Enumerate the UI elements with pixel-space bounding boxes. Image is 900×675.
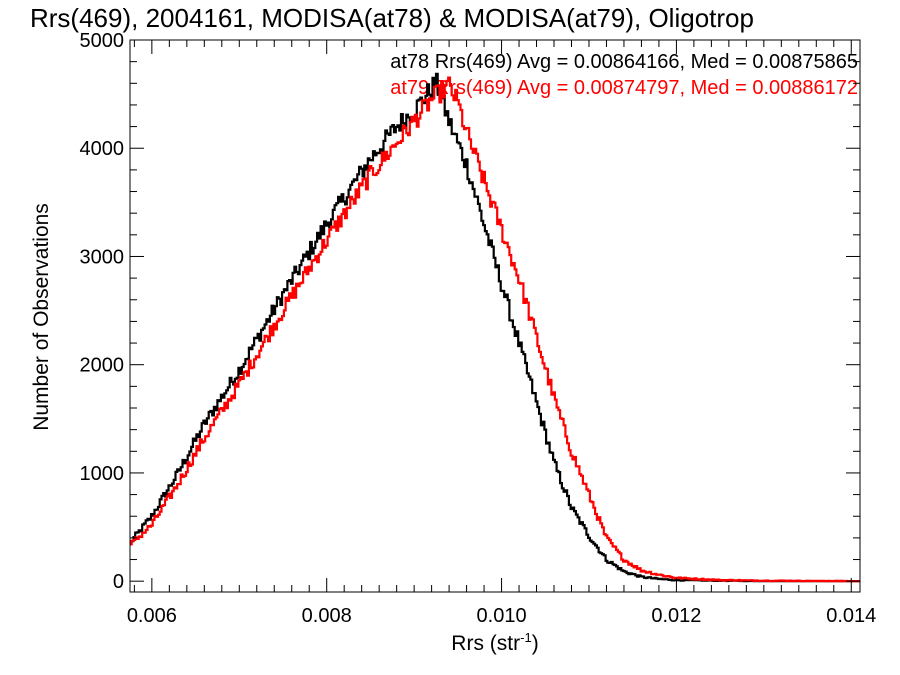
y-tick-label: 0 xyxy=(113,571,124,593)
x-tick-label: 0.012 xyxy=(651,605,701,627)
x-axis-label: Rrs (str-1) xyxy=(451,630,538,655)
x-axis-label-close: ) xyxy=(532,632,539,655)
x-axis-label-main: Rrs (str xyxy=(451,632,520,655)
x-tick-label: 0.008 xyxy=(302,605,352,627)
plot-frame xyxy=(129,39,861,593)
y-axis-label: Number of Observations xyxy=(30,203,53,431)
legend: at78 Rrs(469) Avg = 0.00864166, Med = 0.… xyxy=(390,51,858,99)
legend-entry-2: at79 Rrs(469) Avg = 0.00874797, Med = 0.… xyxy=(390,77,858,99)
x-tick-label: 0.006 xyxy=(127,605,177,627)
x-tick-label: 0.010 xyxy=(477,605,527,627)
axes: 0.006 0.008 0.010 0.012 0.014 0 1000 2000 3000 40… xyxy=(80,30,877,627)
legend-entry-1: at78 Rrs(469) Avg = 0.00864166, Med = 0.… xyxy=(390,51,858,73)
y-tick-label: 2000 xyxy=(80,355,125,377)
y-tick-label: 5000 xyxy=(80,30,125,52)
chart-title: Rrs(469), 2004161, MODISA(at78) & MODISA… xyxy=(30,3,754,33)
y-tick-label: 4000 xyxy=(80,138,125,160)
x-tick-label: 0.014 xyxy=(826,605,876,627)
series-at79 xyxy=(130,76,861,583)
series-group xyxy=(130,72,861,583)
y-tick-label: 3000 xyxy=(80,246,125,268)
y-tick-label: 1000 xyxy=(80,463,125,485)
x-axis-label-superscript: -1 xyxy=(520,630,532,645)
